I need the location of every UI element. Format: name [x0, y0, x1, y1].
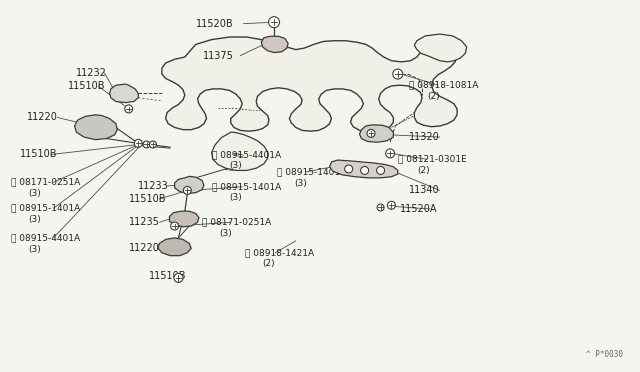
Text: ⓜ 08915-1401A: ⓜ 08915-1401A: [212, 182, 281, 191]
Text: Ⓑ 08171-0251A: Ⓑ 08171-0251A: [11, 178, 80, 187]
Text: ⓜ 08915-4401A: ⓜ 08915-4401A: [212, 150, 281, 159]
Text: 11220: 11220: [27, 112, 58, 122]
Text: (3): (3): [230, 193, 242, 202]
Text: 11232: 11232: [76, 68, 108, 78]
Circle shape: [361, 166, 369, 174]
Text: 11340: 11340: [409, 186, 440, 195]
Circle shape: [377, 204, 384, 211]
Text: ^ P*0030: ^ P*0030: [586, 350, 623, 359]
Text: Ⓝ 08918-1421A: Ⓝ 08918-1421A: [244, 248, 314, 257]
Text: ⓜ 08915-1401A: ⓜ 08915-1401A: [11, 204, 80, 213]
Circle shape: [150, 141, 156, 148]
Circle shape: [269, 17, 280, 28]
Text: Ⓝ 08918-1081A: Ⓝ 08918-1081A: [409, 81, 479, 90]
Polygon shape: [212, 132, 268, 170]
Text: 11510B: 11510B: [149, 271, 187, 281]
Text: 11375: 11375: [203, 51, 234, 61]
Text: Ⓑ 08121-0301E: Ⓑ 08121-0301E: [398, 155, 467, 164]
Text: 11233: 11233: [138, 181, 169, 191]
Text: Ⓥ 08915-4401A: Ⓥ 08915-4401A: [11, 233, 80, 243]
Text: 11320: 11320: [409, 132, 440, 142]
Text: (3): (3): [28, 244, 41, 253]
Text: Ⓑ 08171-0251A: Ⓑ 08171-0251A: [202, 218, 271, 227]
Polygon shape: [261, 36, 288, 52]
Text: (3): (3): [28, 215, 41, 224]
Text: (3): (3): [230, 161, 242, 170]
Circle shape: [143, 141, 150, 148]
Polygon shape: [170, 211, 199, 227]
Text: 11235: 11235: [129, 217, 159, 227]
Polygon shape: [109, 84, 138, 103]
Text: (2): (2): [262, 259, 275, 268]
Polygon shape: [158, 238, 191, 256]
Text: (3): (3): [294, 179, 307, 187]
Text: 11220: 11220: [129, 243, 159, 253]
Text: (2): (2): [427, 92, 440, 101]
Text: (3): (3): [28, 189, 41, 198]
Circle shape: [174, 273, 183, 282]
Circle shape: [134, 140, 142, 147]
Text: 11520B: 11520B: [196, 19, 234, 29]
Circle shape: [171, 222, 179, 230]
Text: ⓜ 08915-1401A: ⓜ 08915-1401A: [276, 167, 346, 176]
Text: 11510B: 11510B: [68, 81, 106, 91]
Circle shape: [125, 105, 132, 113]
Circle shape: [393, 69, 403, 79]
Polygon shape: [162, 37, 457, 132]
Polygon shape: [74, 115, 117, 140]
Polygon shape: [175, 176, 204, 193]
Circle shape: [387, 201, 396, 209]
Polygon shape: [360, 125, 394, 142]
Circle shape: [367, 129, 375, 137]
Polygon shape: [330, 160, 398, 178]
Circle shape: [376, 166, 385, 174]
Text: (2): (2): [417, 166, 429, 175]
Polygon shape: [414, 34, 467, 62]
Circle shape: [386, 149, 395, 158]
Text: 11510B: 11510B: [20, 150, 58, 160]
Circle shape: [345, 165, 353, 173]
Text: (3): (3): [220, 229, 232, 238]
Circle shape: [184, 186, 191, 195]
Text: 11510B: 11510B: [129, 194, 166, 204]
Text: 11520A: 11520A: [400, 204, 437, 214]
